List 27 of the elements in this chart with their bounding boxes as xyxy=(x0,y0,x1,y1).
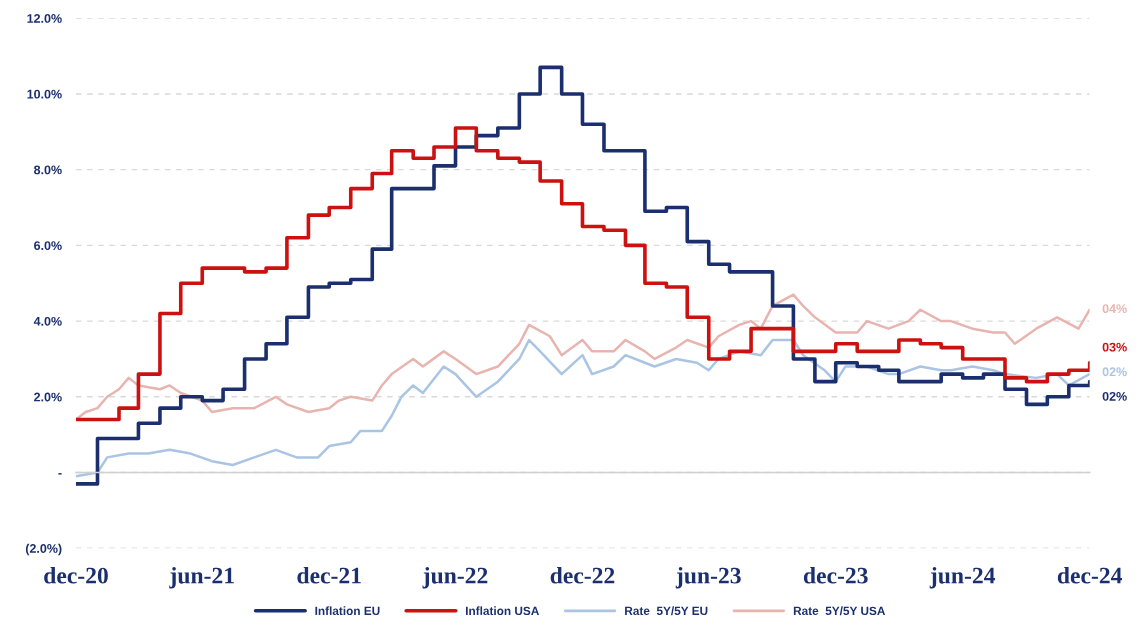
x-tick-label: dec-21 xyxy=(297,566,361,584)
y-tick-label: 12.0% xyxy=(27,14,62,23)
y-tick-label: - xyxy=(58,473,62,475)
x-tick-label: dec-20 xyxy=(44,566,108,584)
legend-label: Inflation EU xyxy=(315,606,380,616)
x-tick-label: dec-22 xyxy=(550,566,615,584)
y-tick-label: 10.0% xyxy=(27,89,62,99)
line-series xyxy=(75,293,1090,421)
y-tick-label: 2.0% xyxy=(34,392,62,402)
y-tick-label: 8.0% xyxy=(34,165,62,175)
legend-label: Inflation USA xyxy=(466,606,540,616)
y-tick-label: 6.0% xyxy=(34,241,62,251)
annotation: 04% xyxy=(1102,304,1127,314)
x-tick-label: jun-22 xyxy=(422,566,488,589)
x-tick-label: jun-21 xyxy=(169,566,234,589)
x-tick-label: dec-24 xyxy=(1057,566,1122,584)
legend-label: Rate 5Y/5Y EU xyxy=(625,606,708,616)
x-tick-label: dec-23 xyxy=(803,566,868,584)
annotation: 02% xyxy=(1102,367,1127,377)
y-tick-label: 4.0% xyxy=(33,316,62,326)
legend-label: Rate 5Y/5Y USA xyxy=(793,606,886,616)
y-tick-label: (2.0%) xyxy=(25,543,62,556)
line-series xyxy=(75,338,1090,478)
annotation: 03% xyxy=(1102,342,1127,352)
x-tick-label: jun-23 xyxy=(675,566,741,589)
x-tick-label: jun-24 xyxy=(929,566,996,589)
annotation: 02% xyxy=(1102,391,1127,401)
